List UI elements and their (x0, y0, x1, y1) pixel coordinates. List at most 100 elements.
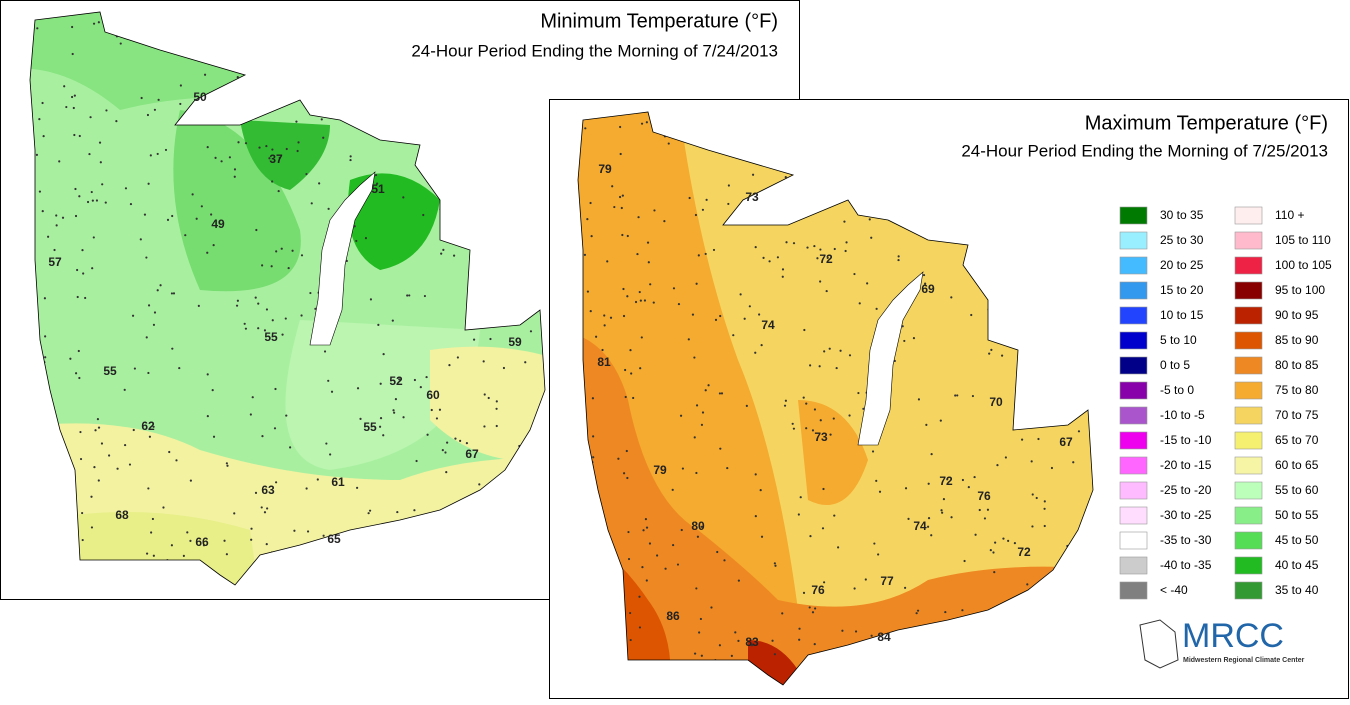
station (145, 256, 148, 259)
station (261, 435, 264, 438)
station (586, 218, 589, 221)
station (44, 335, 47, 338)
station (465, 441, 469, 445)
station (944, 610, 947, 614)
temp-label: 67 (1059, 435, 1073, 449)
legend-label: 85 to 90 (1275, 333, 1319, 347)
station (823, 350, 826, 353)
station (139, 238, 142, 241)
station (732, 334, 735, 337)
station (844, 249, 847, 253)
station (206, 251, 209, 254)
station (595, 335, 598, 338)
station (254, 296, 257, 299)
station (1050, 466, 1054, 470)
legend-swatch (1234, 331, 1263, 350)
station (687, 338, 690, 341)
station (694, 213, 698, 217)
station (940, 509, 943, 512)
station (78, 134, 81, 138)
station (82, 272, 85, 275)
station (621, 233, 624, 237)
station (382, 434, 385, 437)
logo-name: MRCC (1182, 617, 1284, 655)
legend-label: 100 to 105 (1275, 258, 1332, 272)
station (78, 195, 81, 198)
station (349, 158, 352, 162)
station (92, 236, 95, 239)
legend-swatch (1234, 481, 1263, 500)
station (613, 205, 616, 209)
station (758, 313, 761, 316)
legend-swatch (1234, 431, 1263, 450)
station (378, 425, 382, 428)
station (182, 554, 185, 557)
station (993, 571, 996, 574)
legend-swatch (1234, 356, 1263, 375)
station (278, 156, 281, 159)
station (133, 367, 136, 370)
legend-label: -5 to 0 (1160, 383, 1194, 397)
station (275, 250, 278, 253)
station (124, 187, 128, 190)
station (318, 182, 321, 185)
station (927, 517, 931, 520)
station (809, 535, 812, 538)
station (84, 296, 87, 300)
station (293, 529, 296, 532)
station (91, 267, 94, 270)
station (828, 347, 831, 350)
temp-label: 65 (327, 532, 341, 546)
station (162, 506, 165, 509)
station (760, 344, 763, 347)
station (754, 351, 757, 354)
station (792, 427, 796, 430)
temp-label: 51 (371, 182, 385, 196)
station (897, 258, 900, 262)
station (175, 459, 178, 462)
station (89, 116, 92, 119)
station (862, 407, 865, 410)
station (672, 287, 676, 290)
station (624, 368, 627, 372)
station (720, 392, 724, 395)
station (300, 314, 303, 317)
station (802, 396, 805, 399)
station (942, 498, 946, 501)
station (71, 52, 74, 56)
station (349, 155, 352, 158)
legend-label: -20 to -15 (1160, 458, 1212, 472)
station (325, 442, 328, 445)
station (251, 396, 254, 399)
station (233, 175, 236, 178)
station (291, 249, 294, 252)
station (583, 253, 587, 256)
station (930, 534, 933, 537)
station (819, 419, 822, 422)
station (1043, 524, 1046, 528)
station (638, 626, 642, 629)
station (270, 265, 273, 268)
station (974, 533, 977, 536)
station (254, 491, 258, 495)
temp-label: 73 (745, 190, 759, 204)
station (819, 280, 822, 283)
legend-swatch (1234, 231, 1263, 250)
station (950, 516, 953, 519)
station (592, 456, 595, 459)
temp-label: 72 (939, 474, 953, 488)
station (132, 428, 135, 432)
station (647, 261, 650, 264)
station (941, 511, 944, 514)
station (762, 256, 765, 259)
station (609, 316, 613, 319)
station (244, 327, 248, 330)
station (700, 654, 703, 657)
legend-label: 55 to 60 (1275, 483, 1319, 497)
station (878, 490, 882, 493)
legend-label: 65 to 70 (1275, 433, 1319, 447)
station (1000, 354, 1004, 357)
station (695, 282, 698, 285)
station (419, 386, 422, 389)
station (843, 220, 846, 223)
